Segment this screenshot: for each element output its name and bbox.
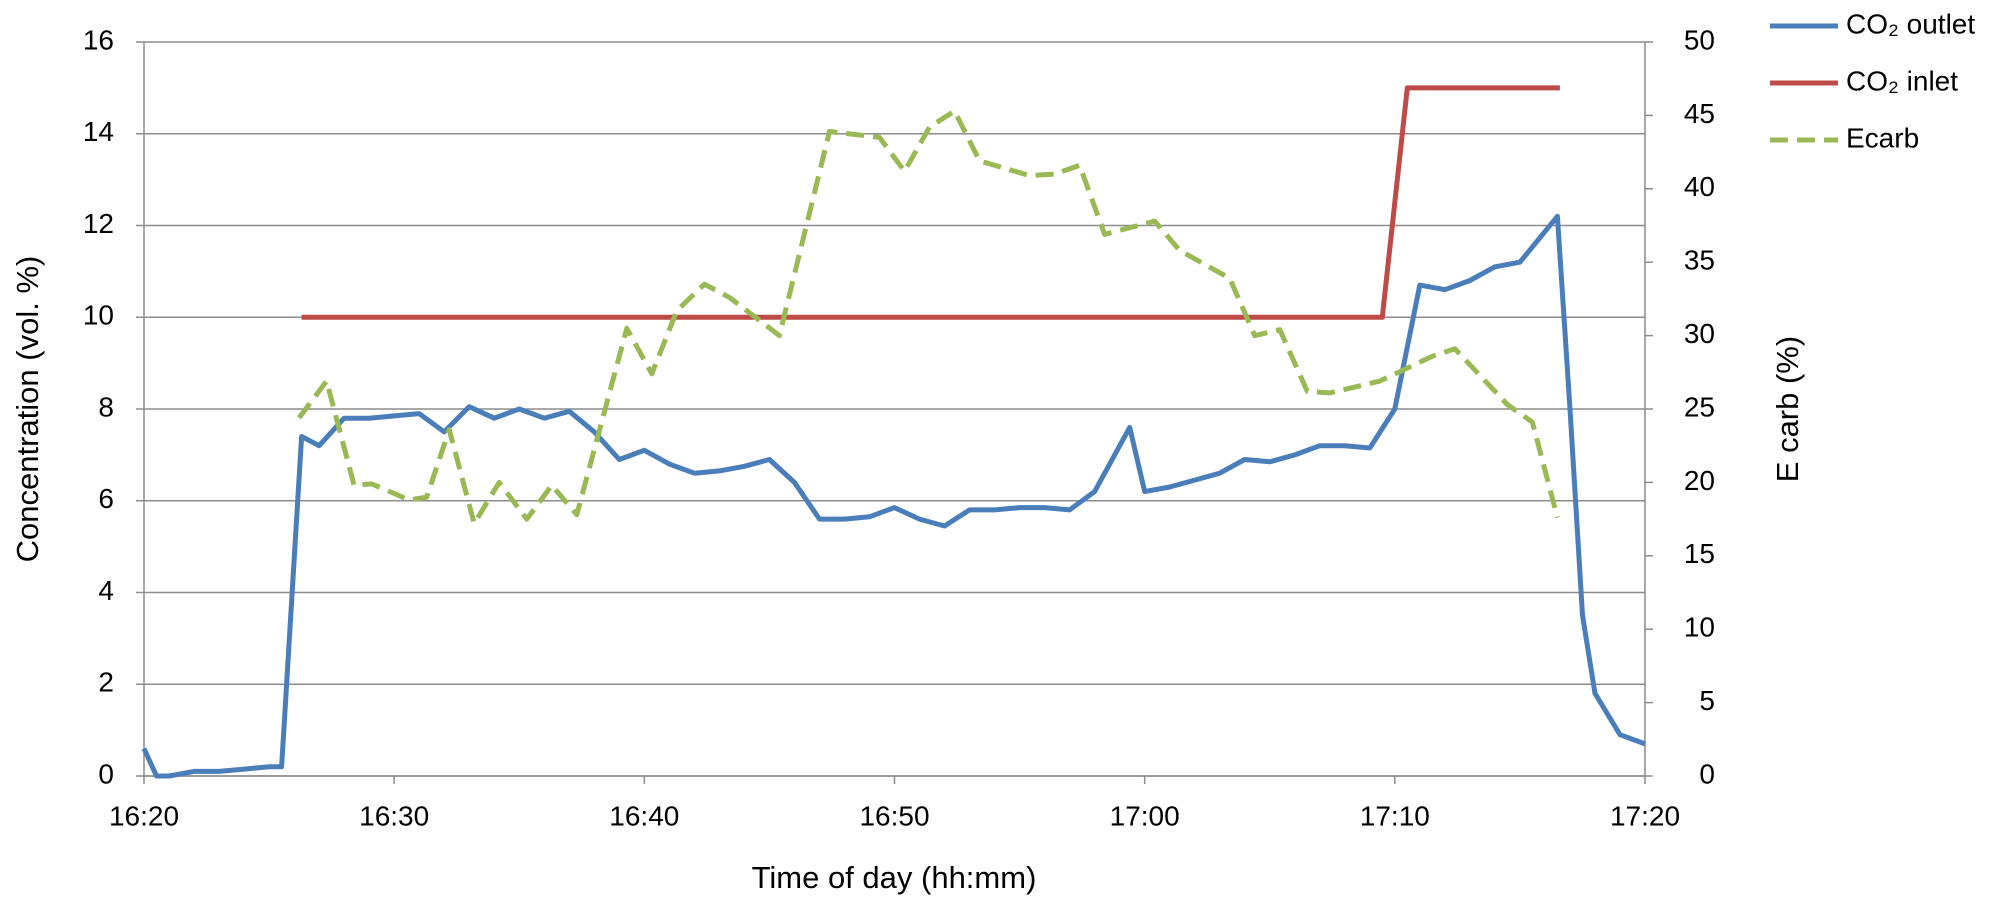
y2-tick-label: 30 xyxy=(1684,318,1715,349)
series-line xyxy=(141,213,1646,779)
x-tick-label: 16:30 xyxy=(359,800,429,831)
series-line xyxy=(297,108,1560,526)
x-tick-label: 16:50 xyxy=(859,800,929,831)
y-tick-label: 6 xyxy=(98,483,114,514)
y2-tick-label: 45 xyxy=(1684,98,1715,129)
y2-tick-label: 5 xyxy=(1699,685,1715,716)
legend-label: Ecarb xyxy=(1846,122,1919,153)
x-tick-label: 17:20 xyxy=(1610,800,1680,831)
x-axis-title: Time of day (hh:mm) xyxy=(752,860,1037,895)
y-axis-title: Concentration (vol. %) xyxy=(10,256,45,563)
y-tick-label: 0 xyxy=(98,758,114,789)
y2-tick-label: 15 xyxy=(1684,538,1715,569)
series-line xyxy=(301,85,1560,320)
y2-tick-label: 0 xyxy=(1699,758,1715,789)
y2-tick-label: 35 xyxy=(1684,245,1715,276)
x-tick-label: 16:40 xyxy=(609,800,679,831)
y-tick-label: 14 xyxy=(83,116,114,147)
y-tick-label: 2 xyxy=(98,667,114,698)
y2-tick-label: 20 xyxy=(1684,465,1715,496)
x-tick-label: 17:00 xyxy=(1110,800,1180,831)
legend-label: CO₂ outlet xyxy=(1846,8,1975,39)
y2-tick-label: 50 xyxy=(1684,24,1715,55)
legend-label: CO₂ inlet xyxy=(1846,65,1958,96)
y-tick-label: 12 xyxy=(83,208,114,239)
y-tick-label: 4 xyxy=(98,575,114,606)
y2-axis-title: E carb (%) xyxy=(1770,336,1805,482)
y2-tick-label: 40 xyxy=(1684,171,1715,202)
y-tick-label: 8 xyxy=(98,391,114,422)
y-tick-label: 16 xyxy=(83,24,114,55)
x-tick-label: 16:20 xyxy=(109,800,179,831)
y2-tick-label: 10 xyxy=(1684,612,1715,643)
x-tick-label: 17:10 xyxy=(1360,800,1430,831)
y2-tick-label: 25 xyxy=(1684,391,1715,422)
y-tick-label: 10 xyxy=(83,300,114,331)
